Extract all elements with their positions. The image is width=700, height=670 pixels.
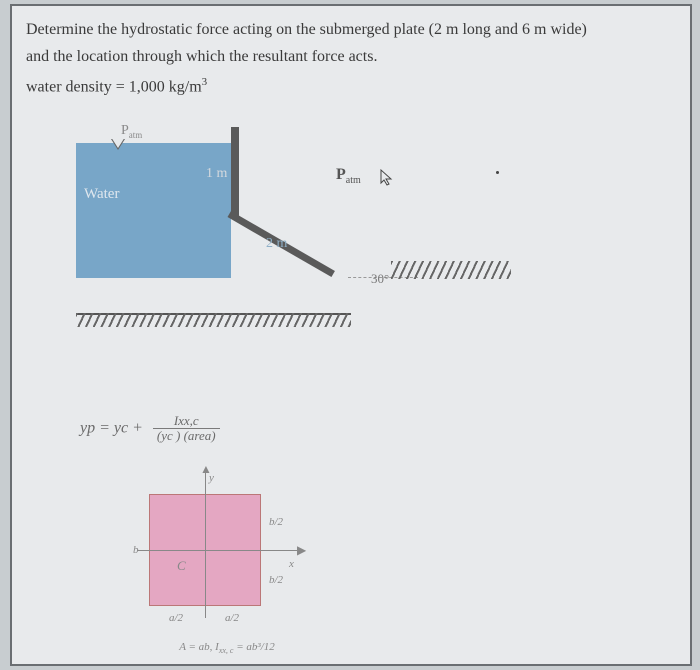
b2-bot-label: b/2: [269, 574, 283, 586]
x-axis: [137, 550, 297, 551]
b-label: b: [133, 544, 139, 556]
patm-right-label: Patm: [336, 166, 361, 186]
problem-statement: Determine the hydrostatic force acting o…: [26, 16, 676, 70]
angle-label: 30°: [371, 271, 389, 287]
y-label: y: [209, 472, 214, 484]
density-exponent: 3: [202, 76, 208, 88]
patm-left-p: P: [121, 123, 129, 138]
free-surface-marker: [111, 137, 125, 148]
floor-hatch: [76, 313, 351, 327]
rectangle-diagram: ▲ ▶ y x C b b/2 b/2 a/2 a/2 A = ab, Ixx,…: [127, 476, 287, 651]
x-arrow-icon: ▶: [297, 543, 306, 558]
formula-lhs: yp = yc +: [80, 419, 143, 436]
vertical-wall: [231, 127, 239, 217]
water-region: [76, 143, 231, 278]
figure: Water Patm 1 m 2 m Patm 30°: [26, 131, 676, 341]
a2-right-label: a/2: [225, 612, 239, 624]
page-container: Determine the hydrostatic force acting o…: [10, 4, 692, 666]
water-label: Water: [84, 186, 119, 203]
rect-formula-rhs: = ab³/12: [236, 641, 275, 653]
formula-numerator: Ixx,c: [153, 414, 220, 429]
problem-line2: and the location through which the resul…: [26, 48, 377, 65]
rect-formula-sub: xx, c: [219, 646, 234, 655]
a2-left-label: a/2: [169, 612, 183, 624]
x-label: x: [289, 558, 294, 570]
problem-line1: Determine the hydrostatic force acting o…: [26, 21, 587, 38]
dim-2m-label: 2 m: [266, 236, 287, 252]
formula-fraction: Ixx,c (yc ) (area): [153, 414, 220, 444]
patm-left-sub: atm: [129, 130, 143, 140]
centroid-label: C: [177, 558, 186, 574]
patm-right-p: P: [336, 166, 346, 183]
cursor-icon: [380, 169, 396, 187]
stray-dot: [496, 171, 499, 174]
b2-top-label: b/2: [269, 516, 283, 528]
formula-denominator: (yc ) (area): [153, 429, 220, 443]
water-density: water density = 1,000 kg/m3: [26, 76, 676, 96]
rect-formula-a: A = ab, I: [179, 641, 219, 653]
density-text: water density = 1,000 kg/m: [26, 79, 202, 96]
ground-hatch-right: [391, 261, 511, 279]
yp-formula: yp = yc + Ixx,c (yc ) (area): [80, 414, 220, 444]
y-axis: [205, 468, 206, 618]
rect-formula: A = ab, Ixx, c = ab³/12: [127, 641, 327, 655]
patm-right-sub: atm: [346, 175, 361, 186]
dim-1m-label: 1 m: [206, 166, 227, 182]
